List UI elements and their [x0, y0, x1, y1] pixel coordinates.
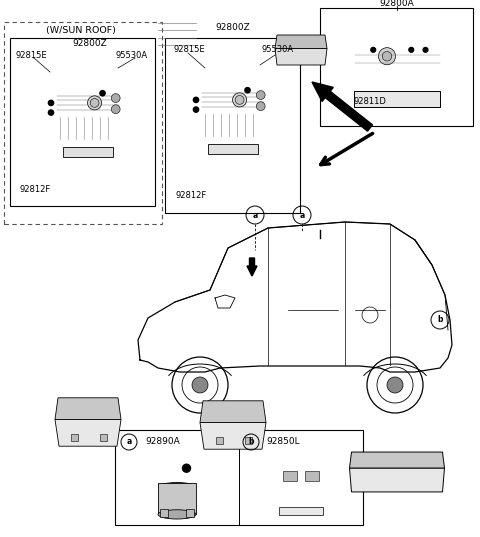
- Bar: [165, 38, 300, 213]
- Circle shape: [371, 47, 376, 52]
- Circle shape: [48, 110, 54, 115]
- Polygon shape: [200, 423, 266, 449]
- Circle shape: [90, 98, 99, 107]
- Bar: [71, 434, 78, 441]
- Polygon shape: [275, 48, 327, 65]
- Polygon shape: [55, 419, 121, 446]
- Text: a: a: [252, 211, 258, 220]
- Text: 92800Z: 92800Z: [216, 24, 251, 33]
- Circle shape: [423, 47, 428, 52]
- Text: 92811D: 92811D: [354, 98, 386, 106]
- Text: 92812F: 92812F: [175, 192, 206, 200]
- Bar: [216, 438, 223, 445]
- Circle shape: [100, 91, 105, 96]
- Bar: [115, 430, 363, 525]
- Polygon shape: [200, 401, 266, 423]
- Circle shape: [378, 48, 396, 65]
- Circle shape: [48, 100, 54, 106]
- Bar: [320, 8, 473, 126]
- Text: 92815E: 92815E: [173, 46, 204, 54]
- Bar: [63, 147, 113, 157]
- Circle shape: [256, 102, 265, 111]
- Circle shape: [193, 97, 199, 103]
- Bar: [354, 91, 440, 107]
- Text: 92815E: 92815E: [16, 50, 48, 60]
- Bar: [305, 471, 319, 481]
- Polygon shape: [349, 452, 444, 468]
- Bar: [279, 507, 323, 515]
- Bar: [100, 434, 108, 441]
- Bar: [4, 22, 162, 224]
- Circle shape: [182, 464, 191, 472]
- Bar: [10, 38, 155, 206]
- Circle shape: [256, 91, 265, 99]
- Circle shape: [235, 96, 244, 104]
- Bar: [186, 509, 194, 517]
- Text: 92812F: 92812F: [20, 185, 51, 194]
- Circle shape: [193, 107, 199, 112]
- Text: 95530A: 95530A: [262, 46, 294, 54]
- Circle shape: [382, 52, 392, 61]
- Text: 92890A: 92890A: [145, 437, 180, 446]
- Ellipse shape: [159, 482, 195, 492]
- Circle shape: [192, 377, 208, 393]
- Text: 92850L: 92850L: [266, 437, 300, 446]
- Bar: [208, 144, 258, 154]
- Polygon shape: [275, 35, 327, 48]
- Circle shape: [409, 47, 414, 52]
- Text: b: b: [248, 438, 254, 446]
- Text: 92800Z: 92800Z: [72, 40, 108, 48]
- Text: b: b: [437, 316, 443, 324]
- Text: a: a: [300, 211, 305, 220]
- Text: 95530A: 95530A: [116, 50, 148, 60]
- Bar: [245, 438, 252, 445]
- Text: 92800A: 92800A: [380, 0, 414, 9]
- Polygon shape: [349, 468, 444, 492]
- Circle shape: [387, 377, 403, 393]
- Circle shape: [245, 88, 250, 93]
- Text: (W/SUN ROOF): (W/SUN ROOF): [46, 25, 116, 34]
- FancyArrow shape: [247, 258, 257, 276]
- Bar: [283, 471, 297, 481]
- Circle shape: [111, 105, 120, 114]
- Bar: [160, 509, 168, 517]
- Bar: [158, 483, 196, 514]
- Text: a: a: [126, 438, 132, 446]
- Polygon shape: [55, 398, 121, 419]
- FancyArrow shape: [312, 82, 372, 131]
- Circle shape: [87, 96, 102, 110]
- Circle shape: [232, 93, 247, 107]
- Ellipse shape: [158, 510, 196, 519]
- Circle shape: [111, 93, 120, 103]
